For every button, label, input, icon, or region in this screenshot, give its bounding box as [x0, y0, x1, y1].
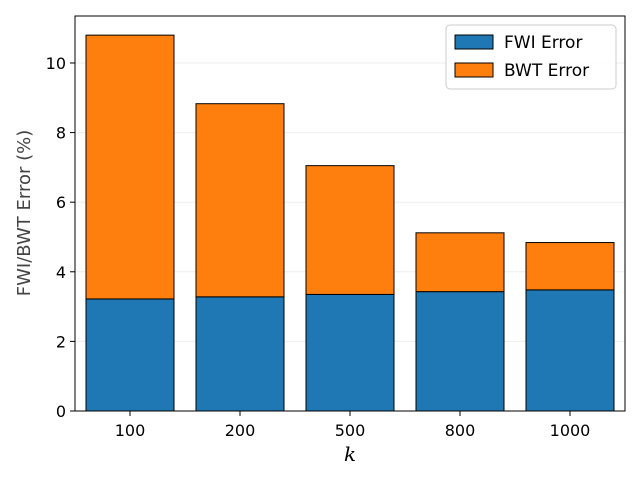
- bar-fwi-500: [305, 293, 395, 412]
- bar-bwt-500: [305, 165, 395, 295]
- legend-swatch-fwi: [454, 34, 494, 50]
- y-axis-label: FWI/BWT Error (%): [14, 130, 35, 297]
- x-axis: 100 200 500 800 1000: [115, 411, 591, 440]
- legend-label-bwt: BWT Error: [504, 61, 589, 81]
- legend: FWI Error BWT Error: [445, 24, 617, 90]
- y-tick-label: 2: [56, 332, 66, 351]
- bar-fwi-800: [415, 291, 505, 412]
- y-tick-label: 4: [56, 263, 66, 282]
- bars: [85, 34, 615, 412]
- x-tick-label: 500: [335, 421, 366, 440]
- y-tick-label: 6: [56, 193, 66, 212]
- y-tick-label: 10: [46, 54, 66, 73]
- y-tick-label: 8: [56, 124, 66, 143]
- x-axis-label: k: [344, 442, 356, 466]
- x-tick-label: 1000: [550, 421, 591, 440]
- bar-bwt-800: [415, 232, 505, 293]
- bar-bwt-100: [85, 34, 175, 300]
- bar-fwi-200: [195, 296, 285, 412]
- legend-swatch-bwt: [454, 62, 494, 78]
- y-axis: 0 2 4 6 8 10: [46, 54, 75, 421]
- bar-fwi-1000: [525, 289, 615, 412]
- bar-bwt-200: [195, 103, 285, 298]
- x-tick-label: 100: [115, 421, 146, 440]
- y-tick-label: 0: [56, 402, 66, 421]
- bar-fwi-100: [85, 298, 175, 412]
- legend-label-fwi: FWI Error: [504, 33, 582, 53]
- x-tick-label: 800: [445, 421, 476, 440]
- x-tick-label: 200: [225, 421, 256, 440]
- bar-bwt-1000: [525, 242, 615, 291]
